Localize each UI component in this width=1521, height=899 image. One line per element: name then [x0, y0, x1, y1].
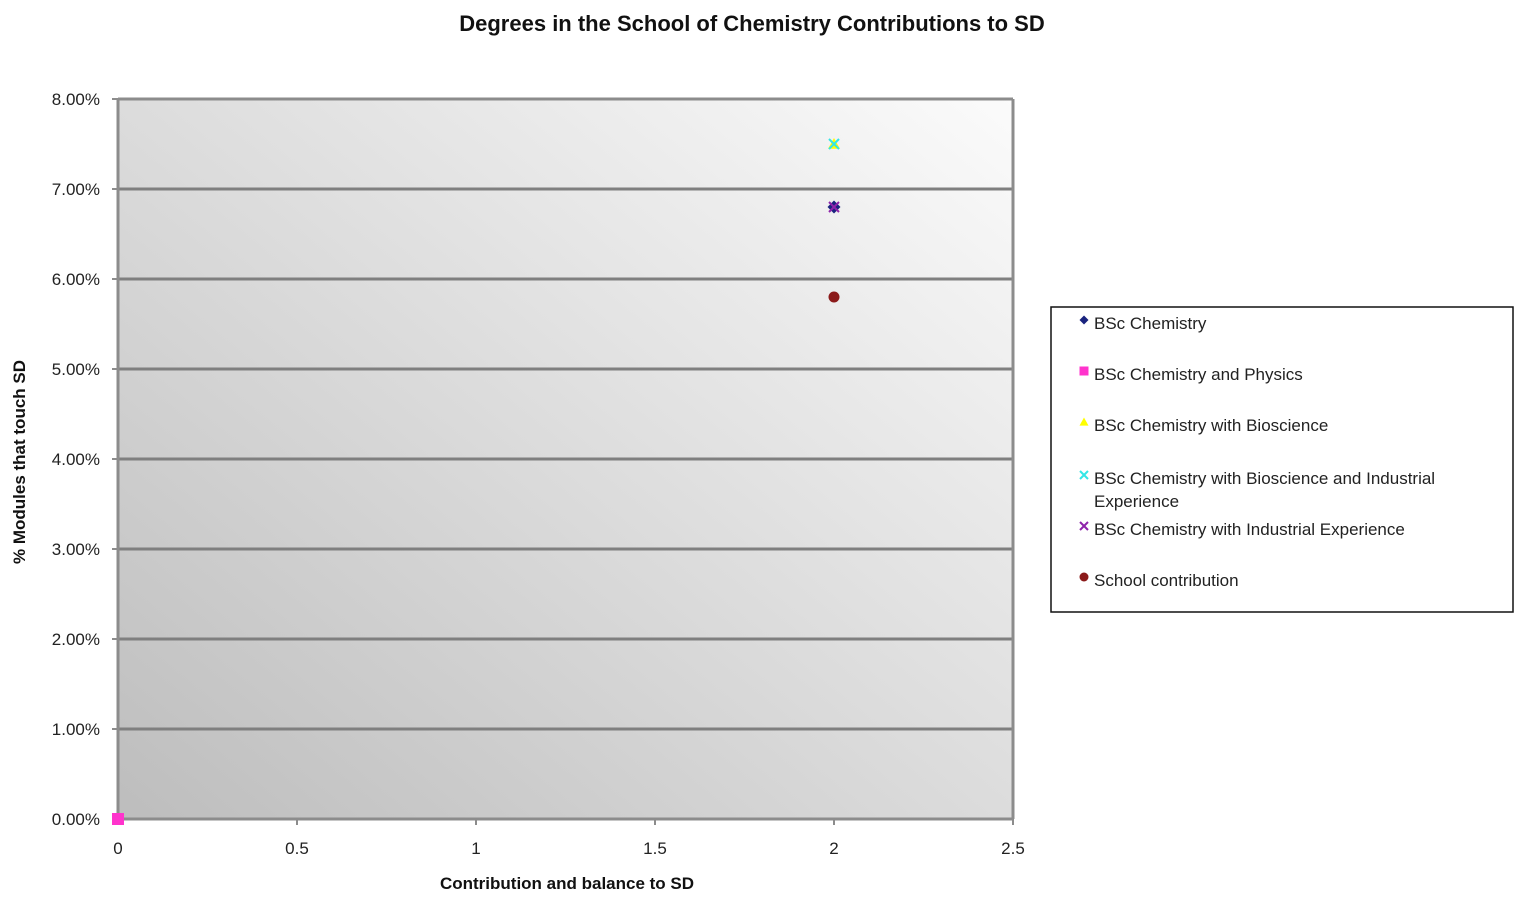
- legend-label-5: School contribution: [1094, 571, 1239, 590]
- legend-label-4: BSc Chemistry with Industrial Experience: [1094, 520, 1405, 539]
- x-tick-label-4: 2: [829, 839, 838, 858]
- legend-label-3-line-1: BSc Chemistry with Bioscience and Indust…: [1094, 469, 1435, 488]
- legend-label-3-line-2: Experience: [1094, 492, 1179, 511]
- legend-marker-4-stroke-b: [1079, 521, 1089, 531]
- legend-marker-4: [1079, 521, 1089, 531]
- x-tick-label-2: 1: [471, 839, 480, 858]
- y-tick-label-6: 6.00%: [52, 270, 100, 289]
- legend-marker-2: [1079, 417, 1089, 426]
- data-point-s3-p0: [828, 138, 840, 150]
- legend-label-2: BSc Chemistry with Bioscience: [1094, 416, 1328, 435]
- y-tick-label-7: 7.00%: [52, 180, 100, 199]
- y-tick-label-8: 8.00%: [52, 90, 100, 109]
- legend: BSc Chemistry BSc Chemistry and Physics BS…: [1079, 314, 1435, 590]
- legend-item-3: BSc Chemistry with Bioscience and Indust…: [1079, 469, 1435, 511]
- legend-marker-3: [1079, 470, 1089, 480]
- x-tick-label-5: 2.5: [1001, 839, 1025, 858]
- x-tick-label-0: 0: [113, 839, 122, 858]
- y-tick-label-4: 4.00%: [52, 450, 100, 469]
- legend-item-4: BSc Chemistry with Industrial Experience: [1079, 520, 1405, 539]
- x-tick-label-1: 0.5: [285, 839, 309, 858]
- legend-item-5: School contribution: [1079, 571, 1239, 590]
- legend-item-0: BSc Chemistry: [1079, 314, 1207, 333]
- y-tick-label-3: 3.00%: [52, 540, 100, 559]
- data-point-s3-p0-stroke-b: [828, 138, 840, 150]
- y-tick-label-1: 1.00%: [52, 720, 100, 739]
- legend-label-3: BSc Chemistry with Bioscience and Indust…: [1094, 469, 1435, 511]
- x-axis-title: Contribution and balance to SD: [440, 874, 694, 893]
- y-tick-label-0: 0.00%: [52, 810, 100, 829]
- data-point-s4-p0-stroke-b: [828, 201, 840, 213]
- chart-title: Degrees in the School of Chemistry Contr…: [459, 11, 1045, 36]
- legend-marker-1: [1079, 366, 1089, 376]
- legend-box: [1050, 306, 1514, 613]
- data-point-s5-p0: [828, 291, 840, 303]
- legend-label-0: BSc Chemistry: [1094, 314, 1207, 333]
- x-tick-label-3: 1.5: [643, 839, 667, 858]
- legend-marker-0: [1079, 315, 1089, 325]
- y-axis-title: % Modules that touch SD: [10, 360, 29, 564]
- y-axis-ticks: 0.00% 1.00% 2.00% 3.00% 4.00% 5.00% 6.00% 7.00%…: [52, 90, 118, 829]
- y-tick-label-2: 2.00%: [52, 630, 100, 649]
- legend-item-1: BSc Chemistry and Physics: [1079, 365, 1303, 384]
- data-points: [112, 138, 841, 825]
- gridlines: [118, 187, 1013, 731]
- x-axis-ticks: 0 0.5 1 1.5 2 2.5: [113, 819, 1025, 858]
- legend-item-2: BSc Chemistry with Bioscience: [1079, 416, 1328, 435]
- y-tick-label-5: 5.00%: [52, 360, 100, 379]
- legend-marker-5: [1079, 572, 1089, 582]
- legend-marker-3-stroke-b: [1079, 470, 1089, 480]
- data-point-s4-p0: [828, 201, 840, 213]
- legend-label-1: BSc Chemistry and Physics: [1094, 365, 1303, 384]
- data-point-s1-p0: [112, 813, 124, 825]
